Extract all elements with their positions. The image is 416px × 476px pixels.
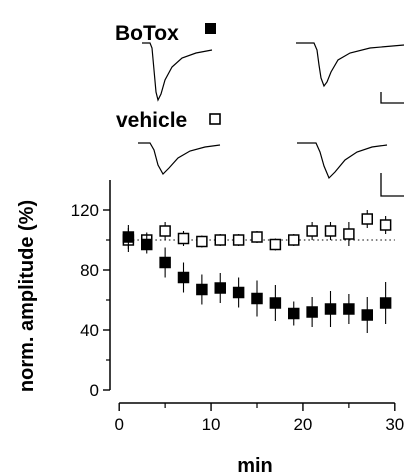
vehicle-data-point: [177, 232, 190, 245]
botox-data-point: [251, 292, 263, 305]
botox-data-point: [196, 283, 208, 296]
botox-data-point: [232, 286, 245, 299]
vehicle-data-point: [214, 234, 226, 246]
vehicle-trace-early: [138, 142, 221, 175]
data-marks: [122, 210, 392, 333]
vehicle-data-point: [251, 231, 263, 243]
scale-bar-top: [380, 92, 404, 104]
botox-label: BoTox: [115, 22, 179, 45]
y-tick-label: 120: [71, 201, 99, 220]
botox-trace-early: [142, 42, 213, 102]
botox-data-point: [288, 307, 300, 320]
x-tick-label: 30: [385, 415, 404, 434]
y-tick-label: 0: [90, 381, 99, 400]
x-axis-title: min: [237, 455, 273, 476]
botox-data-point: [306, 306, 318, 318]
vehicle-data-point: [361, 213, 373, 225]
botox-data-point: [324, 303, 337, 315]
vehicle-data-point: [324, 225, 337, 237]
vehicle-data-point: [232, 234, 245, 246]
vehicle-data-point: [288, 234, 300, 246]
botox-data-point: [141, 238, 153, 251]
x-tick-label: 20: [293, 415, 312, 434]
botox-data-point: [122, 231, 135, 243]
x-tick-label: 10: [202, 415, 221, 434]
vehicle-data-point: [379, 219, 392, 231]
vehicle-data-point: [159, 225, 171, 237]
vehicle-data-point: [196, 235, 208, 248]
botox-data-point: [177, 271, 190, 284]
vehicle-data-point: [306, 225, 318, 237]
vehicle-label: vehicle: [116, 109, 187, 132]
botox-data-point: [343, 303, 355, 315]
y-axis-title: norm. amplitude (%): [16, 200, 38, 392]
axes: 0 40 80 120 0 10 20 30: [71, 180, 404, 434]
vehicle-data-point: [343, 228, 355, 240]
vehicle-legend-marker: [209, 113, 221, 125]
botox-data-point: [361, 309, 373, 321]
vehicle-trace-late: [297, 142, 388, 180]
x-tick-label: 0: [114, 415, 123, 434]
scale-bar-bottom: [380, 173, 404, 197]
botox-data-point: [214, 282, 226, 294]
vehicle-data-point: [269, 238, 282, 251]
botox-data-point: [269, 297, 282, 309]
botox-data-point: [159, 256, 171, 269]
botox-data-point: [379, 297, 392, 309]
botox-legend-marker: [205, 23, 216, 34]
botox-trace-late: [296, 42, 405, 88]
y-tick-label: 40: [80, 321, 99, 340]
y-tick-label: 80: [80, 261, 99, 280]
